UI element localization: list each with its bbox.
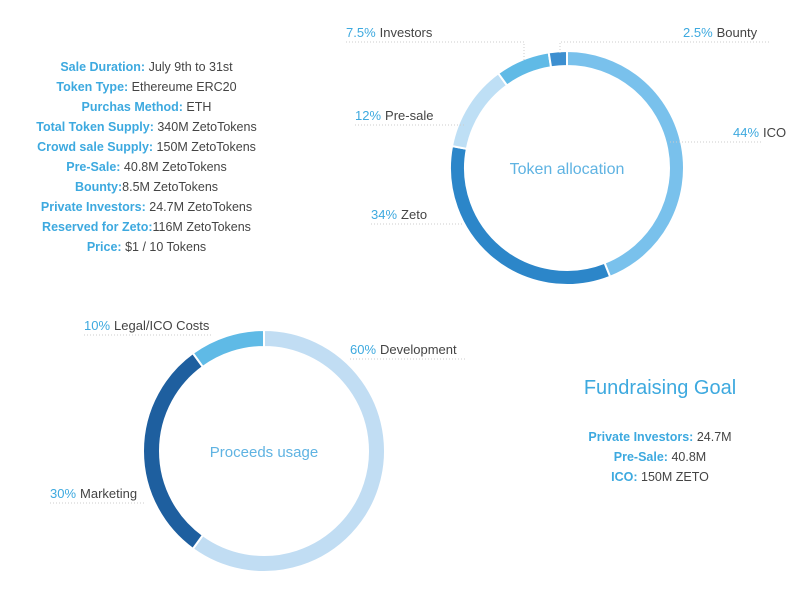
info-value: Ethereume ERC20 bbox=[128, 80, 237, 94]
fundraising-goal-title: Fundraising Goal bbox=[583, 377, 737, 399]
slice-percent: 60% bbox=[350, 342, 376, 357]
info-key: ICO: bbox=[611, 470, 638, 484]
slice-percent: 10% bbox=[84, 318, 110, 333]
info-key: Purchas Method: bbox=[81, 100, 183, 114]
info-key: Pre-Sale: bbox=[66, 160, 121, 174]
goal-info-row: Pre-Sale: 40.8M bbox=[530, 447, 790, 467]
token-allocation-chart: Token allocation 44% ICO 34% Zeto 12% Pre-sale… bbox=[346, 25, 786, 286]
token-info-row: Reserved for Zeto:116M ZetoTokens bbox=[14, 217, 279, 237]
slice-investors bbox=[496, 51, 553, 87]
info-key: Reserved for Zeto: bbox=[42, 220, 153, 234]
info-key: Token Type: bbox=[56, 80, 129, 94]
info-value: 8.5M ZetoTokens bbox=[122, 180, 219, 194]
info-value: ETH bbox=[182, 100, 212, 114]
slice-bounty bbox=[547, 49, 568, 69]
info-value: 24.7M ZetoTokens bbox=[145, 200, 253, 214]
info-value: 150M ZetoTokens bbox=[153, 140, 256, 154]
token-info-row: Pre-Sale: 40.8M ZetoTokens bbox=[14, 157, 279, 177]
info-key: Pre-Sale: bbox=[613, 450, 668, 464]
info-key: Sale Duration: bbox=[60, 60, 146, 74]
goal-info-row: Private Investors: 24.7M bbox=[530, 427, 790, 447]
token-info-row: Token Type: Ethereume ERC20 bbox=[14, 77, 279, 97]
slice-percent: 44% bbox=[733, 125, 759, 140]
slice-name: Marketing bbox=[80, 486, 137, 501]
info-key: Private Investors: bbox=[588, 430, 694, 444]
info-value: 116M ZetoTokens bbox=[152, 220, 251, 234]
slice-label: 12% Pre-sale bbox=[355, 108, 433, 123]
slice-label: 60% Development bbox=[350, 342, 457, 357]
slice-percent: 12% bbox=[355, 108, 381, 123]
info-key: Total Token Supply: bbox=[36, 120, 154, 134]
slice-percent: 34% bbox=[371, 207, 397, 222]
slice-name: Pre-sale bbox=[385, 108, 433, 123]
info-value: 150M ZETO bbox=[637, 470, 709, 484]
slice-percent: 7.5% bbox=[346, 25, 376, 40]
info-value: 340M ZetoTokens bbox=[153, 120, 257, 134]
token-info-row: Bounty:8.5M ZetoTokens bbox=[14, 177, 279, 197]
leader-line bbox=[346, 41, 525, 62]
slice-label: 7.5% Investors bbox=[346, 25, 433, 40]
token-info-row: Crowd sale Supply: 150M ZetoTokens bbox=[14, 137, 279, 157]
proceeds-usage-chart: Proceeds usage 60% Development 30% Marketing… bbox=[50, 318, 466, 573]
token-info-list: Sale Duration: July 9th to 31st Token Typ… bbox=[14, 57, 279, 257]
info-value: $1 / 10 Tokens bbox=[121, 240, 207, 254]
token-info-row: Price: $1 / 10 Tokens bbox=[14, 237, 279, 257]
token-info-row: Sale Duration: July 9th to 31st bbox=[14, 57, 279, 77]
info-value: July 9th to 31st bbox=[145, 60, 233, 74]
info-key: Private Investors: bbox=[40, 200, 146, 214]
slice-label: 30% Marketing bbox=[50, 486, 137, 501]
slice-marketing bbox=[142, 351, 205, 551]
token-info-row: Purchas Method: ETH bbox=[14, 97, 279, 117]
slice-label: 2.5% Bounty bbox=[683, 25, 758, 40]
info-value: 24.7M bbox=[693, 430, 732, 444]
info-key: Bounty: bbox=[74, 180, 123, 194]
token-info-row: Total Token Supply: 340M ZetoTokens bbox=[14, 117, 279, 137]
slice-label: 10% Legal/ICO Costs bbox=[84, 318, 210, 333]
slice-legal-ico-costs bbox=[191, 328, 265, 369]
info-value: 40.8M bbox=[667, 450, 707, 464]
chart-center-title: Token allocation bbox=[510, 161, 625, 178]
slice-name: Bounty bbox=[717, 25, 758, 40]
slice-pre-sale bbox=[450, 71, 509, 151]
slice-percent: 2.5% bbox=[683, 25, 713, 40]
slice-label: 34% Zeto bbox=[371, 207, 427, 222]
slice-name: Zeto bbox=[401, 207, 427, 222]
slice-name: Legal/ICO Costs bbox=[114, 318, 210, 333]
slice-percent: 30% bbox=[50, 486, 76, 501]
leader-line bbox=[559, 41, 769, 54]
slice-name: Development bbox=[380, 342, 457, 357]
slice-name: Investors bbox=[380, 25, 433, 40]
fundraising-goal-list: Private Investors: 24.7M Pre-Sale: 40.8M I… bbox=[530, 427, 790, 487]
chart-center-title: Proceeds usage bbox=[210, 444, 318, 461]
info-value: 40.8M ZetoTokens bbox=[120, 160, 227, 174]
slice-name: ICO bbox=[763, 125, 786, 140]
info-key: Price: bbox=[86, 240, 122, 254]
slice-label: 44% ICO bbox=[733, 125, 786, 140]
info-key: Crowd sale Supply: bbox=[37, 140, 154, 154]
goal-info-row: ICO: 150M ZETO bbox=[530, 467, 790, 487]
token-info-row: Private Investors: 24.7M ZetoTokens bbox=[14, 197, 279, 217]
